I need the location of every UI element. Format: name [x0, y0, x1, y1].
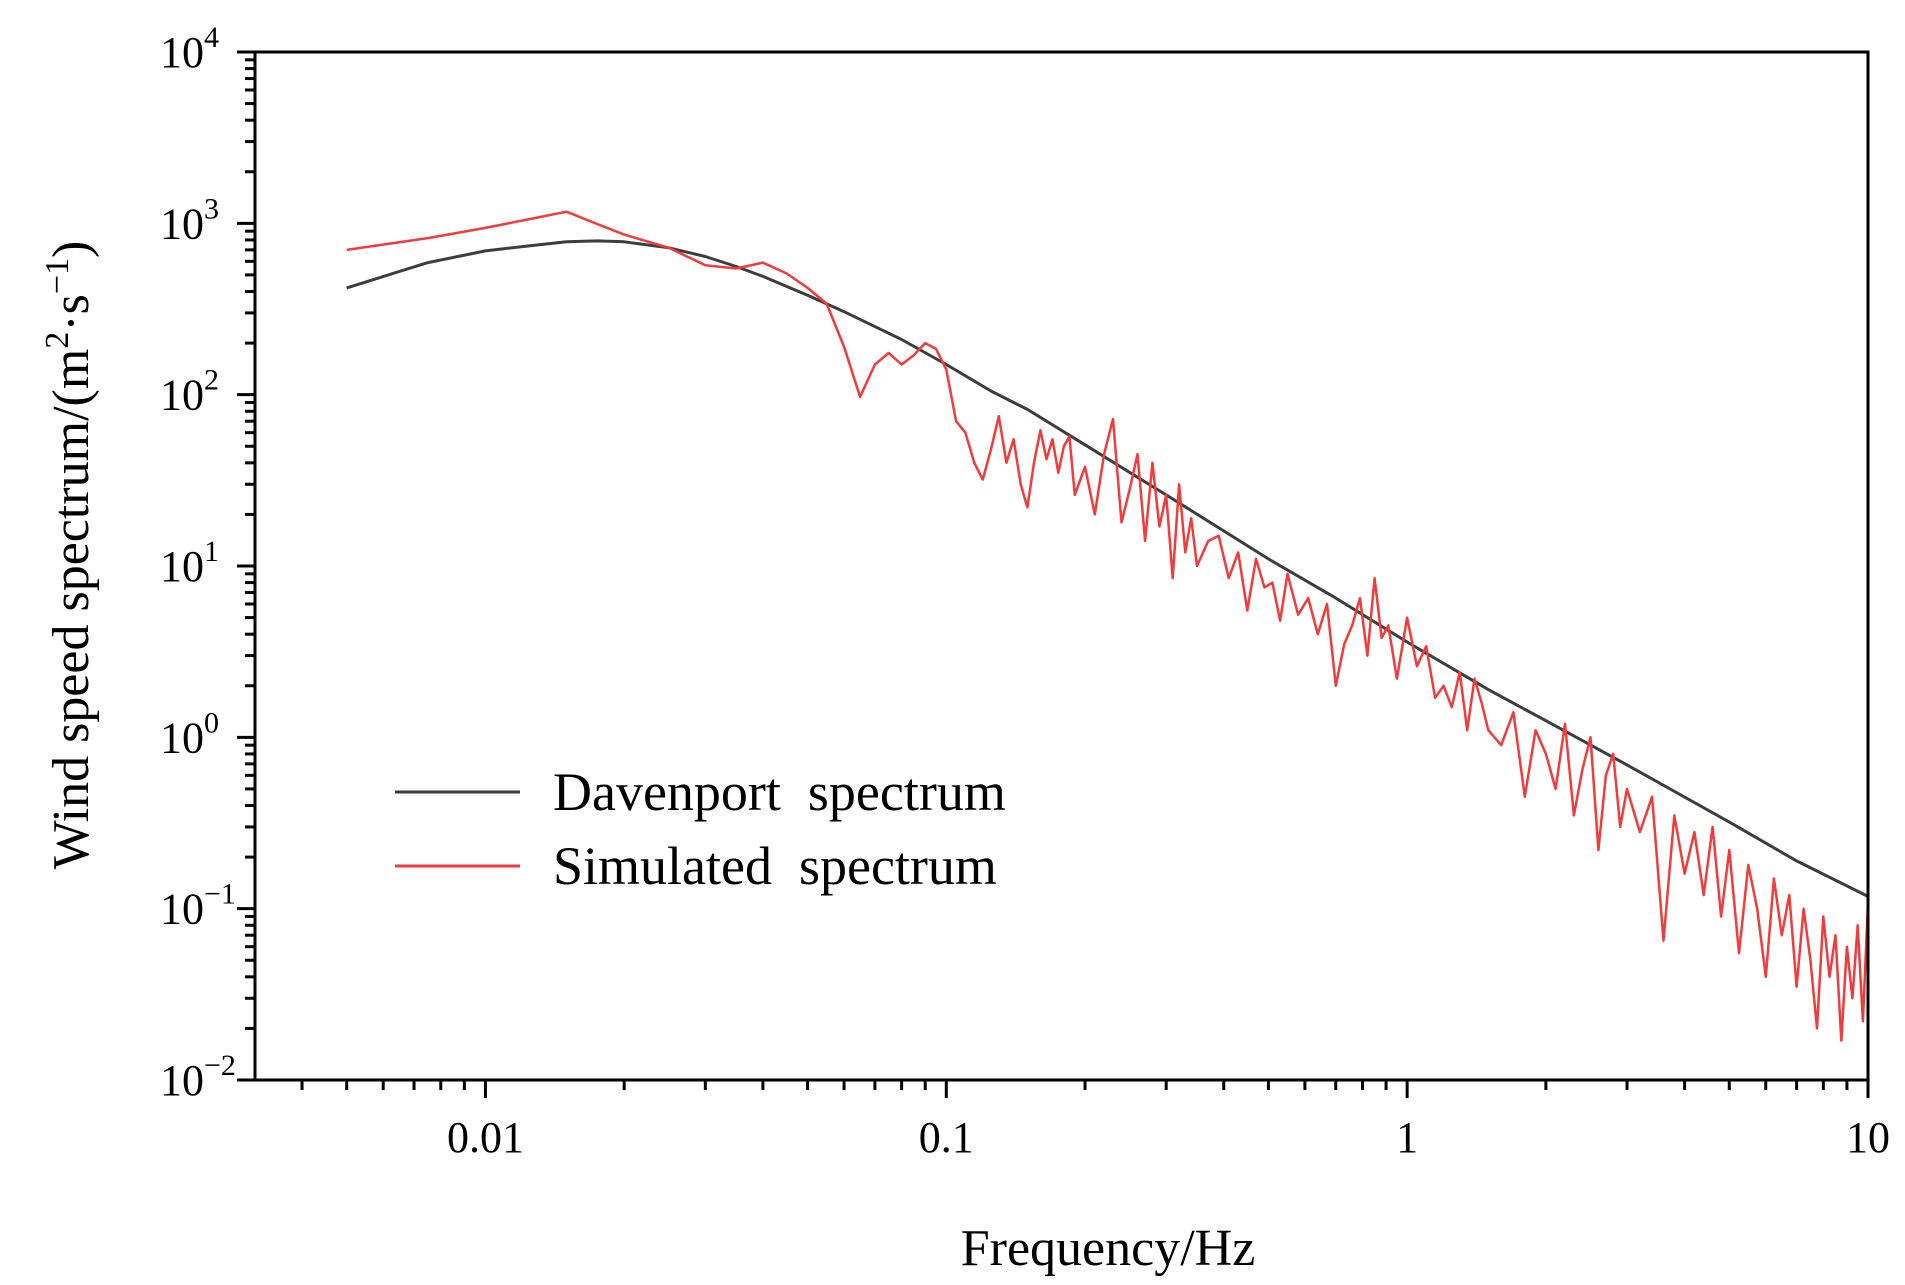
series-layer [346, 210, 1870, 1042]
y-tick-label: 100 [160, 706, 219, 762]
y-axis-title-end: ) [43, 241, 100, 258]
y-tick-label: 101 [160, 535, 219, 591]
y-tick-labels: 10−2 10−1 100 101 102 103 104 [160, 21, 236, 1105]
y-axis-title-mid: ·s [43, 294, 100, 332]
x-tick-label: 0.1 [919, 1113, 974, 1162]
plot-frame [253, 50, 1870, 1082]
x-axis-title: Frequency/Hz [961, 1220, 1256, 1277]
simulated-spectrum-line [346, 210, 1870, 1042]
y-axis-title-main: Wind speed spectrum/(m [43, 349, 100, 870]
y-tick-label: 102 [160, 364, 219, 420]
y-tick-label: 10−1 [160, 878, 236, 934]
y-tick-label: 10−2 [160, 1049, 236, 1105]
x-tick-labels: 0.01 0.1 1 10 [447, 1113, 1890, 1162]
y-axis-title-sup1: 2 [39, 332, 76, 349]
legend: Davenport spectrum Simulated spectrum [395, 762, 1006, 896]
x-tick-label: 10 [1846, 1113, 1890, 1162]
davenport-spectrum-line [346, 239, 1869, 898]
y-axis-title: Wind speed spectrum/(m2·s−1) [39, 241, 100, 870]
x-tick-label: 1 [1396, 1113, 1418, 1162]
y-tick-label: 104 [160, 21, 219, 77]
y-tick-label: 103 [160, 192, 219, 248]
legend-label-simulated: Simulated spectrum [553, 836, 997, 896]
x-tick-label: 0.01 [447, 1113, 524, 1162]
y-axis-title-sup2: −1 [39, 258, 76, 294]
axis-ticks [237, 50, 1870, 1098]
legend-label-davenport: Davenport spectrum [553, 762, 1006, 822]
